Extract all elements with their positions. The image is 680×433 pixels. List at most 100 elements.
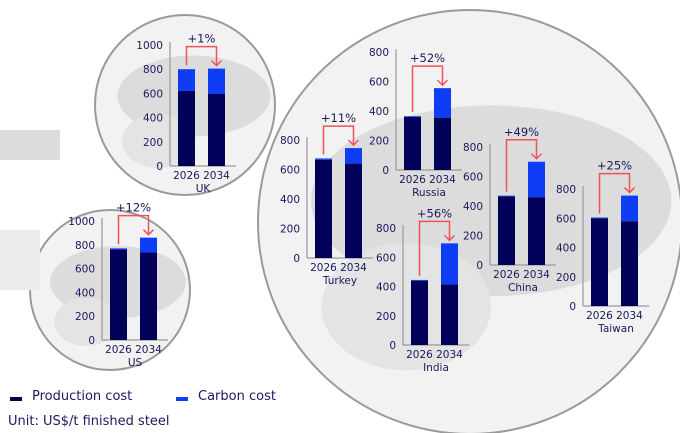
bar-production-2026 [591, 218, 608, 306]
x-tick-label: 2034 [523, 269, 550, 281]
bar-carbon-2026 [591, 217, 608, 219]
map-circle-border [94, 14, 276, 196]
bar-production-2026 [411, 280, 428, 345]
y-tick-label: 1000 [136, 40, 163, 52]
country-label: Taiwan [597, 323, 634, 335]
x-tick-label: 2026 [406, 349, 433, 361]
y-tick-label: 600 [143, 88, 163, 100]
x-tick-label: 2034 [616, 310, 643, 322]
bar-carbon-2034 [621, 195, 638, 222]
y-tick-label: 400 [75, 287, 95, 299]
y-tick-label: 400 [280, 194, 300, 206]
y-tick-label: 200 [143, 137, 163, 149]
x-tick-label: 2034 [203, 170, 230, 182]
country-label: China [508, 282, 538, 294]
y-tick-label: 200 [556, 272, 576, 284]
bar-carbon-2034 [434, 88, 451, 118]
change-arrow [505, 139, 538, 192]
unit-note: Unit: US$/t finished steel [8, 414, 170, 429]
bar-carbon-2034 [140, 237, 157, 253]
arrow-head [347, 139, 360, 147]
arrow-head [210, 60, 223, 67]
change-label: +49% [504, 125, 539, 139]
change-arrow [598, 172, 631, 214]
change-label: +52% [410, 51, 445, 65]
bar-carbon-2026 [411, 279, 428, 281]
y-tick-label: 400 [143, 113, 163, 125]
x-tick-label: 2034 [436, 349, 463, 361]
country-label: India [423, 362, 449, 374]
y-tick-label: 400 [369, 106, 389, 118]
bar-carbon-2026 [178, 69, 195, 91]
change-arrow [117, 214, 150, 245]
change-label: +11% [321, 111, 356, 125]
y-tick-label: 1000 [68, 216, 95, 228]
y-tick-label: 200 [280, 224, 300, 236]
y-tick-label: 600 [75, 264, 95, 276]
bar-carbon-2026 [315, 158, 332, 160]
y-tick-label: 0 [476, 260, 483, 272]
x-tick-label: 2034 [135, 344, 162, 356]
y-tick-label: 200 [75, 311, 95, 323]
arrow-head [623, 187, 636, 194]
y-tick-label: 800 [376, 223, 396, 235]
x-tick-label: 2026 [310, 262, 337, 274]
bar-production-2026 [110, 249, 127, 340]
y-tick-label: 0 [156, 161, 163, 173]
y-tick-label: 800 [463, 142, 483, 154]
country-label: UK [196, 183, 212, 195]
country-label: Russia [412, 187, 446, 199]
y-tick-label: 800 [75, 240, 95, 252]
change-label: +12% [116, 201, 151, 215]
bar-production-2026 [315, 159, 332, 258]
change-arrow [322, 125, 355, 155]
legend-swatch-production [10, 397, 22, 401]
bar-carbon-2034 [345, 148, 362, 164]
bar-production-2026 [178, 90, 195, 166]
y-tick-label: 600 [556, 213, 576, 225]
y-tick-label: 0 [293, 253, 300, 265]
y-tick-label: 600 [369, 77, 389, 89]
y-tick-label: 600 [463, 172, 483, 184]
arrow-head [142, 229, 155, 236]
change-label: +25% [597, 159, 632, 173]
y-tick-label: 600 [280, 165, 300, 177]
bar-carbon-2026 [110, 248, 127, 250]
change-arrow [418, 220, 451, 276]
map-land-outside [0, 230, 40, 290]
y-tick-label: 200 [376, 311, 396, 323]
y-tick-label: 400 [556, 243, 576, 255]
change-arrow [411, 65, 444, 113]
land-mass [122, 114, 194, 168]
change-label: +1% [188, 32, 216, 46]
change-label: +56% [417, 206, 452, 220]
bar-carbon-2034 [208, 68, 225, 95]
y-tick-label: 600 [376, 252, 396, 264]
x-tick-label: 2026 [105, 344, 132, 356]
y-tick-label: 0 [569, 301, 576, 313]
x-tick-label: 2034 [340, 262, 367, 274]
map-circle-border [257, 9, 680, 433]
country-label: Turkey [322, 275, 357, 287]
legend-carbon: Carbon cost [198, 389, 276, 404]
bar-production-2034 [621, 221, 638, 306]
y-tick-label: 800 [143, 64, 163, 76]
y-tick-label: 400 [463, 201, 483, 213]
x-tick-label: 2026 [399, 174, 426, 186]
bar-production-2034 [528, 197, 545, 265]
map-land-outside [0, 130, 60, 160]
legend-swatch-carbon [176, 397, 188, 401]
arrow-head [443, 234, 456, 242]
y-tick-label: 800 [369, 47, 389, 59]
x-tick-label: 2026 [173, 170, 200, 182]
change-arrow [185, 45, 218, 66]
y-tick-label: 200 [463, 231, 483, 243]
bar-production-2034 [441, 284, 458, 345]
bar-carbon-2026 [404, 116, 421, 117]
y-tick-label: 0 [88, 335, 95, 347]
